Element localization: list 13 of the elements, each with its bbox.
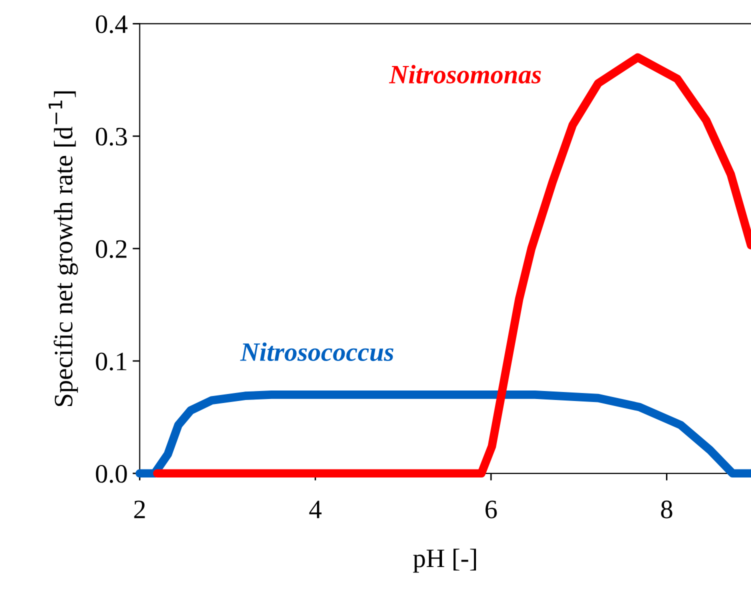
y-tick-label: 0.2: [96, 240, 126, 258]
y-tick-label: 0.0: [96, 465, 127, 483]
x-axis-title: pH [-]: [413, 548, 476, 573]
series-label: Nitrosomonas: [388, 64, 541, 84]
x-tick-label: 2: [134, 500, 145, 518]
y-tick-label: 0.1: [96, 352, 126, 371]
x-tick-label: 6: [486, 500, 497, 518]
y-tick-label: 0.3: [96, 128, 127, 146]
y-axis-title: Specific net growth rate [d$^{−1}$]: [48, 91, 78, 406]
series-label: Nitrosococcus: [240, 342, 394, 362]
x-tick-label: 4: [309, 500, 322, 518]
y-tick-label: 0.4: [96, 15, 128, 34]
x-tick-label: 8: [661, 500, 672, 518]
